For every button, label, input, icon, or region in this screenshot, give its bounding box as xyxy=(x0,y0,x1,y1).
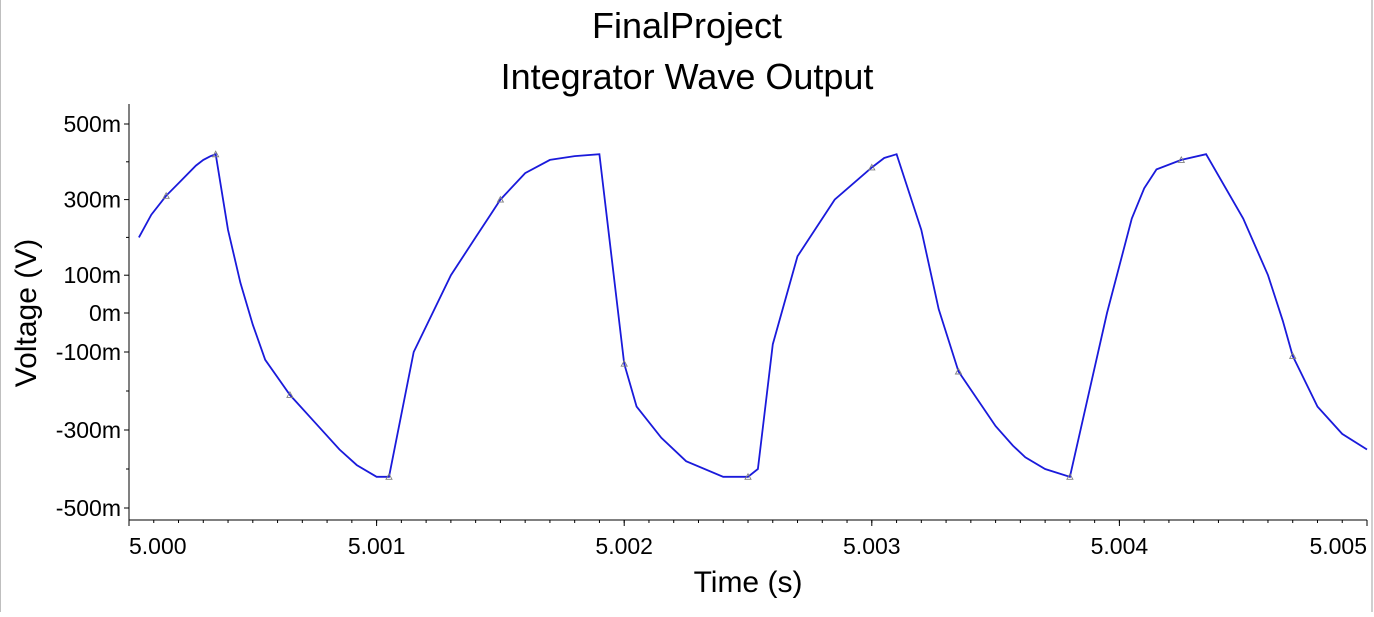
data-point-marker xyxy=(954,367,963,375)
data-point-marker xyxy=(211,150,220,158)
series-layer xyxy=(138,150,1368,480)
chart-subtitle: Integrator Wave Output xyxy=(501,56,874,97)
x-tick-label: 5.005 xyxy=(1309,533,1367,559)
y-axis-label: Voltage (V) xyxy=(10,239,43,387)
x-tick-label: 5.003 xyxy=(843,533,901,559)
data-point-marker xyxy=(1177,155,1186,163)
y-tick-label: -500m xyxy=(56,495,121,521)
x-tick-label: 5.002 xyxy=(595,533,653,559)
data-point-marker xyxy=(744,472,752,480)
data-point-marker xyxy=(1066,472,1074,480)
series-line xyxy=(138,152,1368,478)
x-axis-label: Time (s) xyxy=(694,566,803,599)
data-point-marker xyxy=(868,163,876,171)
left-border xyxy=(0,0,1,612)
right-border xyxy=(1371,0,1373,612)
y-tick-label: 100m xyxy=(63,262,121,288)
y-tick-label: 500m xyxy=(63,111,121,137)
data-point-marker xyxy=(620,359,628,367)
y-tick-label: 0m xyxy=(89,300,121,326)
y-tick-label: -100m xyxy=(56,339,121,365)
axes xyxy=(128,104,1367,521)
y-tick-label: 300m xyxy=(63,187,121,213)
x-tick-label: 5.001 xyxy=(348,533,406,559)
y-tick-label: -300m xyxy=(56,417,121,443)
x-tick-label: 5.000 xyxy=(129,533,187,559)
tick-group: 500m 300m 100m 0m -100m -300m -500m 5.000 5.001 5… xyxy=(56,111,1368,559)
data-point-marker xyxy=(1288,351,1297,359)
data-point-marker xyxy=(286,390,294,398)
chart-title: FinalProject xyxy=(592,5,782,46)
data-point-marker xyxy=(385,472,393,480)
data-point-marker xyxy=(162,191,170,199)
data-point-marker xyxy=(496,195,505,203)
x-tick-label: 5.004 xyxy=(1091,533,1149,559)
